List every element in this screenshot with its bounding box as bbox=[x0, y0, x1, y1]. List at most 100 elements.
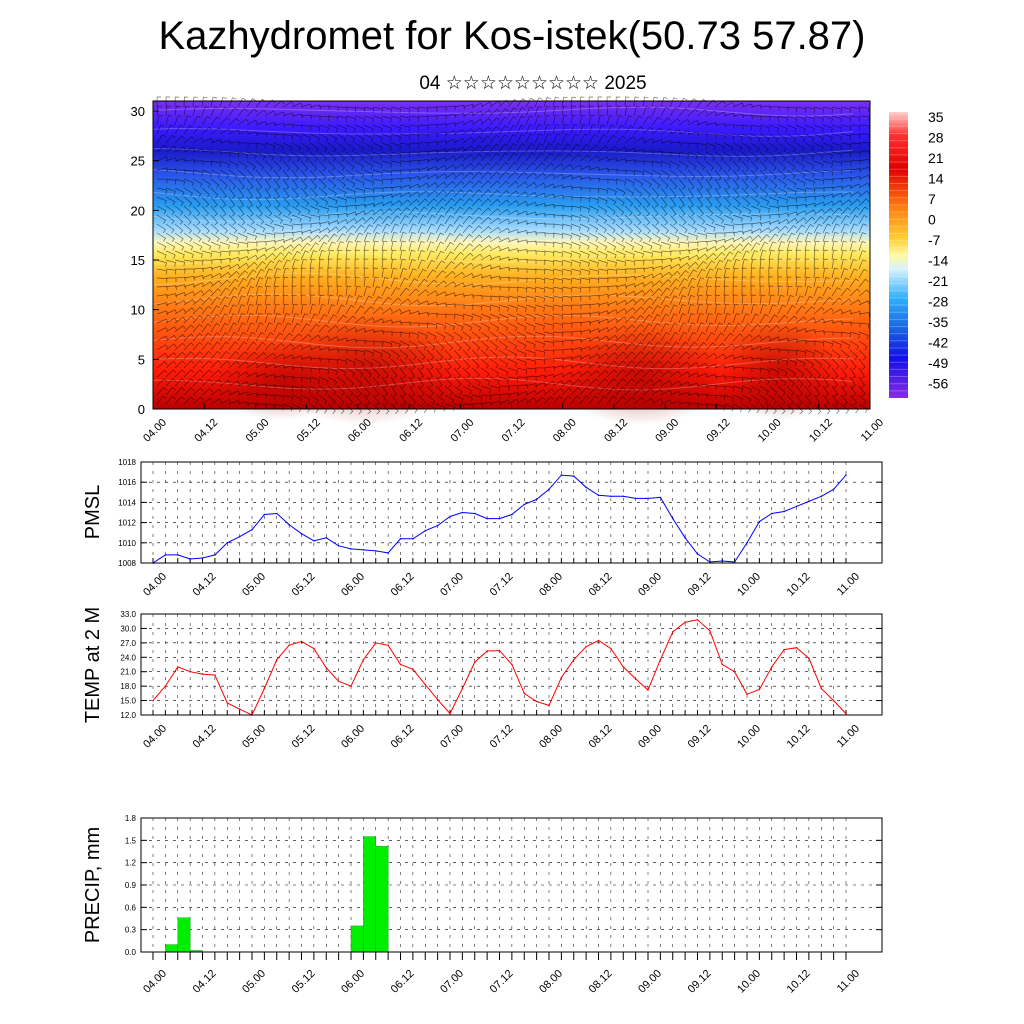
series-point bbox=[362, 549, 365, 551]
series-point bbox=[449, 712, 451, 715]
series-point bbox=[696, 553, 699, 555]
series-point bbox=[238, 535, 241, 538]
page-title: Kazhydromet for Kos-istek(50.73 57.87) bbox=[158, 14, 866, 58]
xtick-label: 08.12 bbox=[587, 571, 615, 599]
series-point bbox=[523, 692, 526, 695]
series-point bbox=[733, 561, 736, 563]
xtick-label: 07.12 bbox=[488, 571, 516, 599]
series-point bbox=[560, 676, 563, 679]
xtick-label: 04.12 bbox=[191, 723, 219, 751]
precip-panel: 0.0 0.3 0.6 0.9 1.2 1.5 1.8 04.00 04.12 05.00 05.1… bbox=[82, 814, 883, 996]
colorbar: 35 28 21 14 7 0 -7 -14 -21 -28 -35 -42 -49 -56 bbox=[889, 109, 948, 398]
heatmap-xtick-label: 04.12 bbox=[192, 417, 220, 445]
series-point bbox=[498, 517, 501, 520]
xtick-label: 06.00 bbox=[339, 723, 367, 751]
series-point bbox=[325, 667, 328, 669]
ytick-label: 1014 bbox=[118, 498, 136, 507]
xtick-label: 10.00 bbox=[735, 968, 763, 996]
xtick-label: 04.00 bbox=[141, 723, 169, 751]
series-point bbox=[795, 505, 798, 508]
xtick-label: 07.00 bbox=[438, 723, 466, 751]
series-point bbox=[845, 474, 847, 476]
series-point bbox=[597, 639, 600, 642]
series-point bbox=[634, 497, 637, 500]
ytick-label: 1018 bbox=[118, 458, 136, 467]
colorbar-label: 0 bbox=[928, 212, 936, 228]
series-point bbox=[412, 668, 414, 671]
series-point bbox=[845, 712, 847, 715]
series-point bbox=[758, 520, 761, 523]
series-point bbox=[276, 658, 278, 661]
heatmap-ytick-label: 10 bbox=[131, 303, 145, 318]
ytick-label: 24.0 bbox=[120, 653, 136, 662]
ytick-label: 15.0 bbox=[120, 697, 136, 706]
series-point bbox=[535, 498, 538, 501]
colorbar-label: -49 bbox=[928, 355, 948, 371]
series-point bbox=[337, 545, 340, 547]
series-point bbox=[251, 528, 253, 531]
xtick-label: 04.12 bbox=[191, 571, 219, 599]
ytick-label: 18.0 bbox=[120, 682, 136, 691]
isotherm-line bbox=[152, 148, 854, 157]
xtick-label: 09.12 bbox=[686, 968, 714, 996]
series-point bbox=[820, 495, 823, 498]
ytick-label: 1.2 bbox=[125, 859, 137, 868]
colorbar-label: -56 bbox=[928, 376, 948, 392]
series-point bbox=[634, 678, 637, 680]
heatmap-xtick-label: 10.00 bbox=[756, 417, 784, 445]
heatmap-xtick-label: 05.12 bbox=[295, 417, 323, 445]
xtick-label: 10.12 bbox=[785, 723, 813, 751]
ytick-label: 0.6 bbox=[125, 903, 137, 912]
xtick-label: 07.00 bbox=[438, 571, 466, 599]
series-point bbox=[684, 537, 686, 539]
xtick-label: 09.00 bbox=[636, 571, 664, 599]
series-point bbox=[573, 475, 575, 477]
colorbar-bar bbox=[889, 112, 908, 398]
series-point bbox=[746, 693, 748, 696]
series-point bbox=[548, 704, 550, 707]
colorbar-label: 14 bbox=[928, 171, 944, 187]
xtick-label: 07.00 bbox=[438, 968, 466, 996]
ytick-label: 1010 bbox=[118, 539, 136, 548]
series-point bbox=[201, 557, 204, 559]
isotherm-line bbox=[152, 356, 854, 370]
xtick-label: 05.00 bbox=[240, 968, 268, 996]
xtick-label: 08.00 bbox=[537, 723, 565, 751]
panel-frame bbox=[140, 613, 883, 716]
series-point bbox=[399, 538, 402, 540]
y-axis-title: PMSL bbox=[82, 485, 104, 539]
series-point bbox=[300, 532, 303, 535]
series-point bbox=[523, 503, 526, 506]
colorbar-label: -14 bbox=[928, 253, 948, 269]
xtick-label: 08.00 bbox=[537, 571, 565, 599]
series-point bbox=[164, 554, 167, 556]
series-point bbox=[808, 657, 810, 659]
heatmap-ytick-label: 25 bbox=[131, 154, 145, 169]
series-point bbox=[436, 524, 439, 527]
series-point bbox=[189, 558, 191, 560]
series-point bbox=[350, 548, 352, 550]
series-point bbox=[672, 517, 674, 520]
xtick-label: 10.00 bbox=[735, 571, 763, 599]
series-point bbox=[288, 523, 290, 526]
series-point bbox=[832, 488, 835, 491]
ytick-label: 1.8 bbox=[125, 814, 137, 823]
series-point bbox=[820, 687, 823, 690]
heatmap-xtick-label: 07.12 bbox=[500, 417, 528, 445]
ytick-label: 1016 bbox=[118, 478, 136, 487]
isotherm-line bbox=[152, 251, 854, 265]
series-point bbox=[783, 510, 785, 513]
heatmap-xtick-label: 09.12 bbox=[705, 417, 733, 445]
warm-core-2 bbox=[720, 320, 840, 420]
series-point bbox=[771, 666, 773, 668]
ytick-label: 0.9 bbox=[125, 881, 137, 890]
series-point bbox=[511, 663, 513, 666]
series-point bbox=[263, 513, 266, 516]
xtick-label: 06.00 bbox=[339, 968, 367, 996]
series-point bbox=[672, 631, 674, 633]
heatmap-xtick-label: 05.00 bbox=[244, 417, 272, 445]
xtick-label: 06.12 bbox=[389, 968, 417, 996]
series-point bbox=[771, 512, 773, 515]
series-point bbox=[226, 702, 229, 704]
